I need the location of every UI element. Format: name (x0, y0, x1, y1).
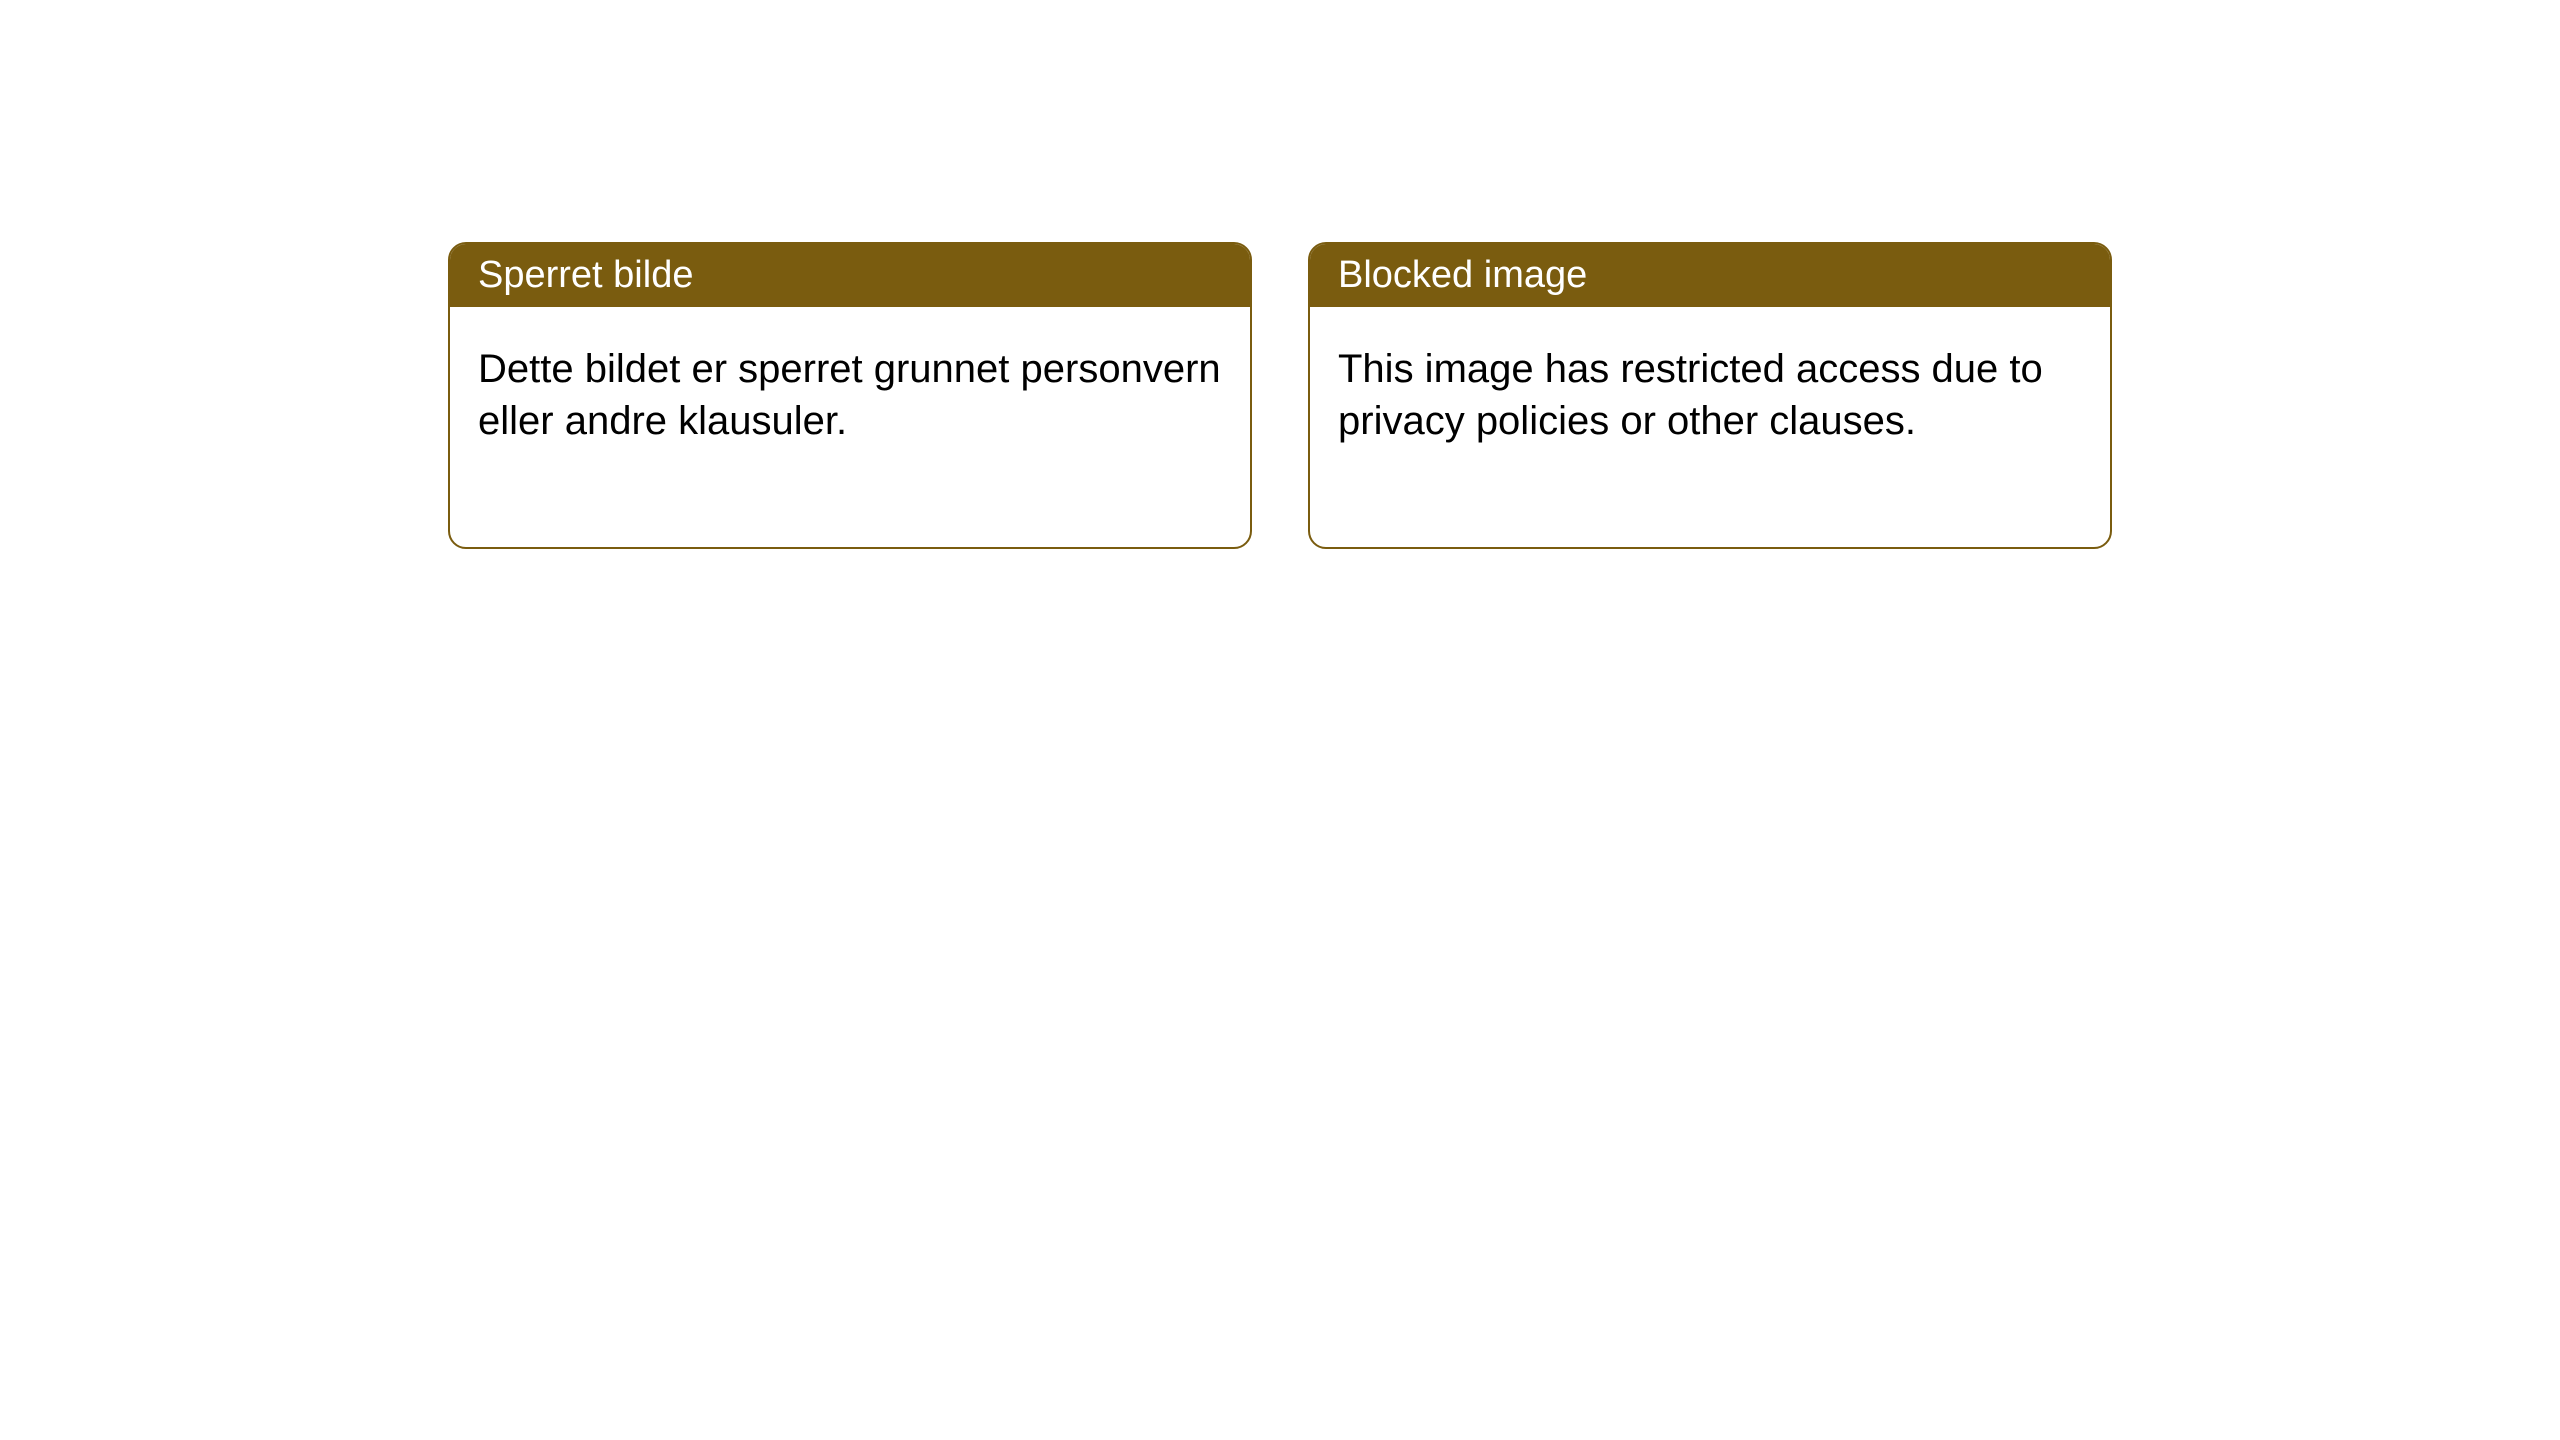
card-message: This image has restricted access due to … (1338, 347, 2043, 443)
cards-container: Sperret bilde Dette bildet er sperret gr… (0, 0, 2560, 549)
blocked-image-card-en: Blocked image This image has restricted … (1308, 242, 2112, 549)
card-title: Sperret bilde (478, 254, 693, 296)
card-header: Blocked image (1310, 244, 2110, 307)
card-header: Sperret bilde (450, 244, 1250, 307)
card-message: Dette bildet er sperret grunnet personve… (478, 347, 1221, 443)
blocked-image-card-no: Sperret bilde Dette bildet er sperret gr… (448, 242, 1252, 549)
card-body: Dette bildet er sperret grunnet personve… (450, 307, 1250, 547)
card-body: This image has restricted access due to … (1310, 307, 2110, 547)
card-title: Blocked image (1338, 254, 1587, 296)
